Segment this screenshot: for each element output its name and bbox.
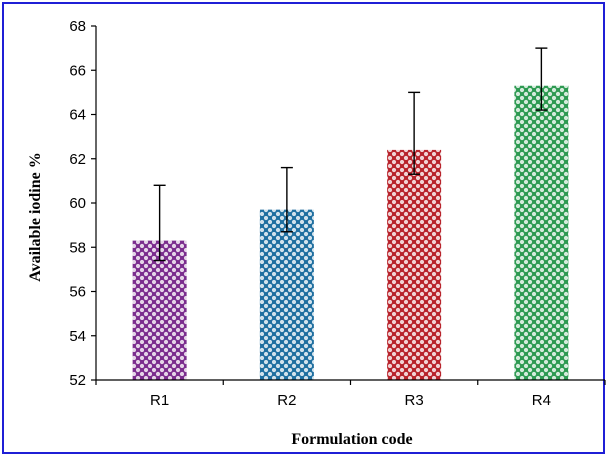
y-tick-label: 66 (69, 62, 86, 79)
bar-r4 (514, 85, 569, 381)
y-tick-label: 58 (69, 239, 86, 256)
error-bar-r2 (280, 166, 293, 233)
x-tick-label-r3: R3 (405, 392, 424, 409)
x-axis-title: Formulation code (291, 431, 412, 448)
error-bar-r1 (153, 184, 166, 262)
y-tick-label: 56 (69, 284, 86, 301)
x-tick-label-r1: R1 (150, 392, 169, 409)
error-bar-r3 (408, 91, 421, 175)
bar-r3 (387, 149, 442, 380)
y-axis-title: Available iodine % (27, 152, 44, 282)
y-tick-label: 54 (69, 328, 86, 345)
y-tick-label: 68 (69, 18, 86, 35)
x-tick-label-r2: R2 (277, 392, 296, 409)
bar-r2 (259, 209, 314, 380)
error-bar-r4 (535, 47, 548, 111)
y-tick-label: 52 (69, 372, 86, 389)
bar-r1 (132, 240, 187, 380)
y-tick-label: 62 (69, 151, 86, 168)
x-tick-label-r4: R4 (532, 392, 551, 409)
y-tick-label: 60 (69, 195, 86, 212)
y-tick-label: 64 (69, 107, 86, 124)
